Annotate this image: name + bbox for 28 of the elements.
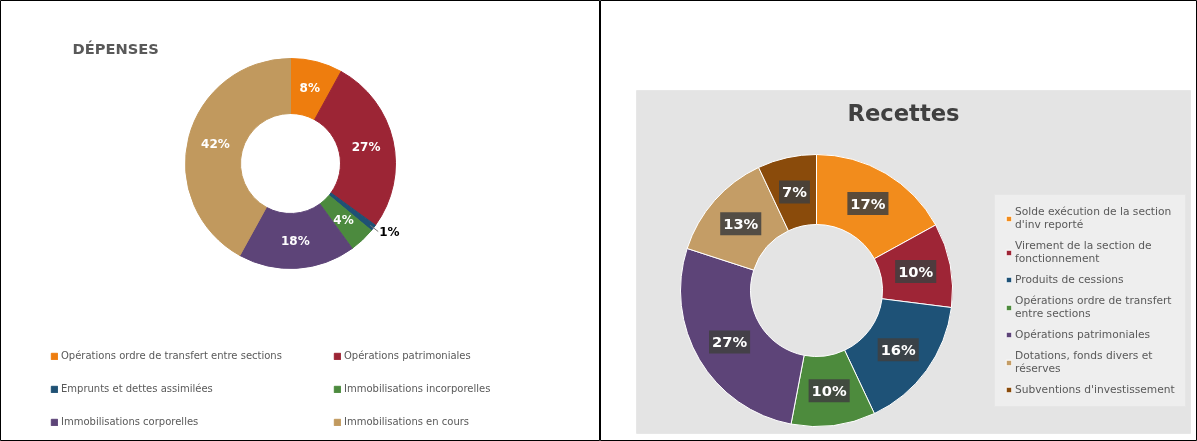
legend-label: Emprunts et dettes assimilées xyxy=(61,383,214,394)
legend-label: Immobilisations incorporelles xyxy=(344,383,492,394)
data-label: 42% xyxy=(201,137,230,152)
data-label: 16% xyxy=(880,341,917,359)
data-label: 4% xyxy=(333,213,354,227)
data-label: 1% xyxy=(379,224,400,239)
chart-title: DÉPENSES xyxy=(72,39,159,57)
data-label: 8% xyxy=(299,81,320,96)
data-label: 27% xyxy=(351,139,381,154)
data-label: 27% xyxy=(712,333,748,351)
legend-label: Produits de cessions xyxy=(1015,273,1124,286)
legend-label: Subventions d'investissement xyxy=(1015,383,1175,396)
legend-label: Opérations patrimoniales xyxy=(1015,328,1150,341)
legend-label: Virement de la section de fonctionnement xyxy=(1015,239,1152,265)
data-label: 10% xyxy=(898,263,934,281)
legend-label: Opérations patrimoniales xyxy=(344,350,472,361)
chart-title: Recettes xyxy=(847,99,960,126)
legend-label: Dotations, fonds divers et réserves xyxy=(1015,349,1153,375)
legend-label: Opérations ordre de transfert entre sections xyxy=(61,350,283,361)
data-label: 10% xyxy=(811,382,848,400)
data-label: 13% xyxy=(723,215,759,233)
data-label: 7% xyxy=(782,183,808,201)
legend-label: Opérations ordre de transfert entre sections xyxy=(1015,294,1172,320)
data-label: 17% xyxy=(850,195,886,213)
data-label: 18% xyxy=(281,233,310,248)
legend-label: Immobilisations en cours xyxy=(344,416,471,427)
legend-label: Immobilisations corporelles xyxy=(61,416,200,427)
legend-label: Solde exécution de la section d'inv reporté xyxy=(1015,205,1172,231)
